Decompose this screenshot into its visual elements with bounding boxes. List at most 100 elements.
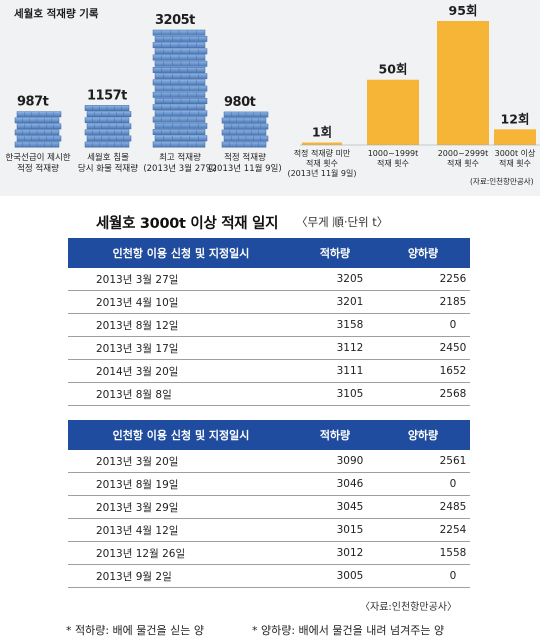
count-bar [367,79,419,145]
cell-unloading: 0 [376,564,470,588]
cell-unloading: 2561 [376,450,470,473]
count-category-label: 적재 횟수 [306,158,338,168]
count-bar [494,129,536,145]
cargo-bar [14,111,62,148]
table-row: 2013년 4월 10일 3201 2185 [68,290,470,314]
cell-date: 2013년 8월 12일 [68,313,294,337]
count-value-label: 12회 [501,111,530,126]
cell-date: 2013년 3월 17일 [68,336,294,360]
table-row: 2013년 9월 2일 3005 0 [68,564,470,588]
cell-unloading: 1558 [376,541,470,565]
column-header-loading: 적하량 [294,420,376,450]
cell-date: 2013년 8월 19일 [68,472,294,496]
top-infographic-panel: 세월호 적재량 기록 (자료:인천항만공사) 987t 한국선급이 제시한 적정 적… [0,0,540,196]
footnote-unloading: * 양하량: 배에서 물건을 내려 넘겨주는 양 [252,624,445,637]
cell-date: 2013년 8월 8일 [68,382,294,406]
count-category-label: 적재 횟수 [499,158,531,168]
cell-unloading: 1652 [376,359,470,383]
cell-date: 2013년 4월 10일 [68,290,294,314]
cell-loading: 3205 [294,268,376,291]
cell-unloading: 2185 [376,290,470,314]
table-row: 2013년 3월 27일 3205 2256 [68,268,470,291]
cell-unloading: 2485 [376,495,470,519]
table-row: 2013년 8월 19일 3046 0 [68,472,470,496]
cargo-category-label: 한국선급이 제시한 [5,152,70,163]
table-row: 2013년 8월 12일 3158 0 [68,313,470,337]
cell-unloading: 2450 [376,336,470,360]
table-header-row: 인천항 이용 신청 및 지정일시 적하량 양하량 [68,420,470,450]
table-row: 2014년 3월 20일 3111 1652 [68,359,470,383]
cargo-value-label: 980t [224,95,256,110]
count-category-label: 적재 횟수 [377,158,409,168]
cargo-category-label: (2013년 3월 27일) [143,163,216,174]
cargo-category-label: (2013년 11월 9일) [208,163,281,174]
count-value-label: 50회 [379,62,408,77]
table-header-row: 인천항 이용 신청 및 지정일시 적하량 양하량 [68,238,470,268]
count-category-label: 1000~1999t [368,149,419,158]
table-row: 2013년 4월 12일 3015 2254 [68,518,470,542]
cargo-category-label: 세월호 침몰 [87,152,129,163]
cell-loading: 3112 [294,336,376,360]
count-category-label: 적정 적재량 미만 [294,148,351,158]
table-row: 2013년 8월 8일 3105 2568 [68,382,470,406]
panel-title: 세월호 적재량 기록 [14,7,99,20]
count-category-label: 2000~2999t [438,149,489,158]
table-row: 2013년 12월 26일 3012 1558 [68,541,470,565]
cell-date: 2013년 4월 12일 [68,518,294,542]
cell-unloading: 2254 [376,518,470,542]
cell-unloading: 0 [376,313,470,337]
cargo-bar [152,29,208,148]
cell-unloading: 2568 [376,382,470,406]
column-header-date: 인천항 이용 신청 및 지정일시 [68,238,294,268]
cell-unloading: 0 [376,472,470,496]
cell-loading: 3105 [294,382,376,406]
cell-loading: 3158 [294,313,376,337]
table-source: 〈자료:인천항만공사〉 [360,602,457,613]
cell-loading: 3045 [294,495,376,519]
cargo-category-label: 당시 화물 적재량 [78,163,138,174]
cargo-category-label: 최고 적재량 [159,152,201,163]
cargo-value-label: 1157t [87,88,127,103]
table-row: 2013년 3월 20일 3090 2561 [68,450,470,473]
panel-source: (자료:인천항만공사) [470,176,534,186]
cell-date: 2013년 3월 20일 [68,450,294,473]
cargo-bar [84,105,132,148]
cargo-category-label: 적정 적재량 [224,152,266,163]
cargo-value-label: 3205t [155,13,195,28]
count-bar [302,142,342,145]
cell-loading: 3201 [294,290,376,314]
table-title: 세월호 3000t 이상 적재 일지 [96,216,279,232]
cell-loading: 3005 [294,564,376,588]
cell-loading: 3111 [294,359,376,383]
cell-loading: 3015 [294,518,376,542]
log-table-2: 인천항 이용 신청 및 지정일시 적하량 양하량 2013년 3월 20일 309… [68,420,470,588]
cell-date: 2013년 12월 26일 [68,541,294,565]
table-row: 2013년 3월 29일 3045 2485 [68,495,470,519]
count-category-label: (2013년 11월 9일) [287,168,356,178]
table-subtitle: 〈무게 順·단위 t〉 [296,215,389,229]
count-category-label: 3000t 이상 [495,148,536,158]
count-category-label: 적재 횟수 [447,158,479,168]
column-header-date: 인천항 이용 신청 및 지정일시 [68,420,294,450]
cell-date: 2014년 3월 20일 [68,359,294,383]
cargo-bar [221,111,269,148]
cargo-value-label: 987t [17,95,49,110]
log-table-1: 인천항 이용 신청 및 지정일시 적하량 양하량 2013년 3월 27일 320… [68,238,470,406]
column-header-unloading: 양하량 [376,420,470,450]
cell-loading: 3046 [294,472,376,496]
column-header-loading: 적하량 [294,238,376,268]
cell-date: 2013년 3월 27일 [68,268,294,291]
cell-date: 2013년 3월 29일 [68,495,294,519]
count-bar [437,21,489,145]
cargo-category-label: 적정 적재량 [17,163,59,174]
table-row: 2013년 3월 17일 3112 2450 [68,336,470,360]
column-header-unloading: 양하량 [376,238,470,268]
cell-unloading: 2256 [376,268,470,291]
footnote-loading: * 적하량: 배에 물건을 싣는 양 [66,624,205,637]
cell-date: 2013년 9월 2일 [68,564,294,588]
count-value-label: 95회 [449,3,478,18]
cell-loading: 3090 [294,450,376,473]
cell-loading: 3012 [294,541,376,565]
count-value-label: 1회 [312,125,332,140]
